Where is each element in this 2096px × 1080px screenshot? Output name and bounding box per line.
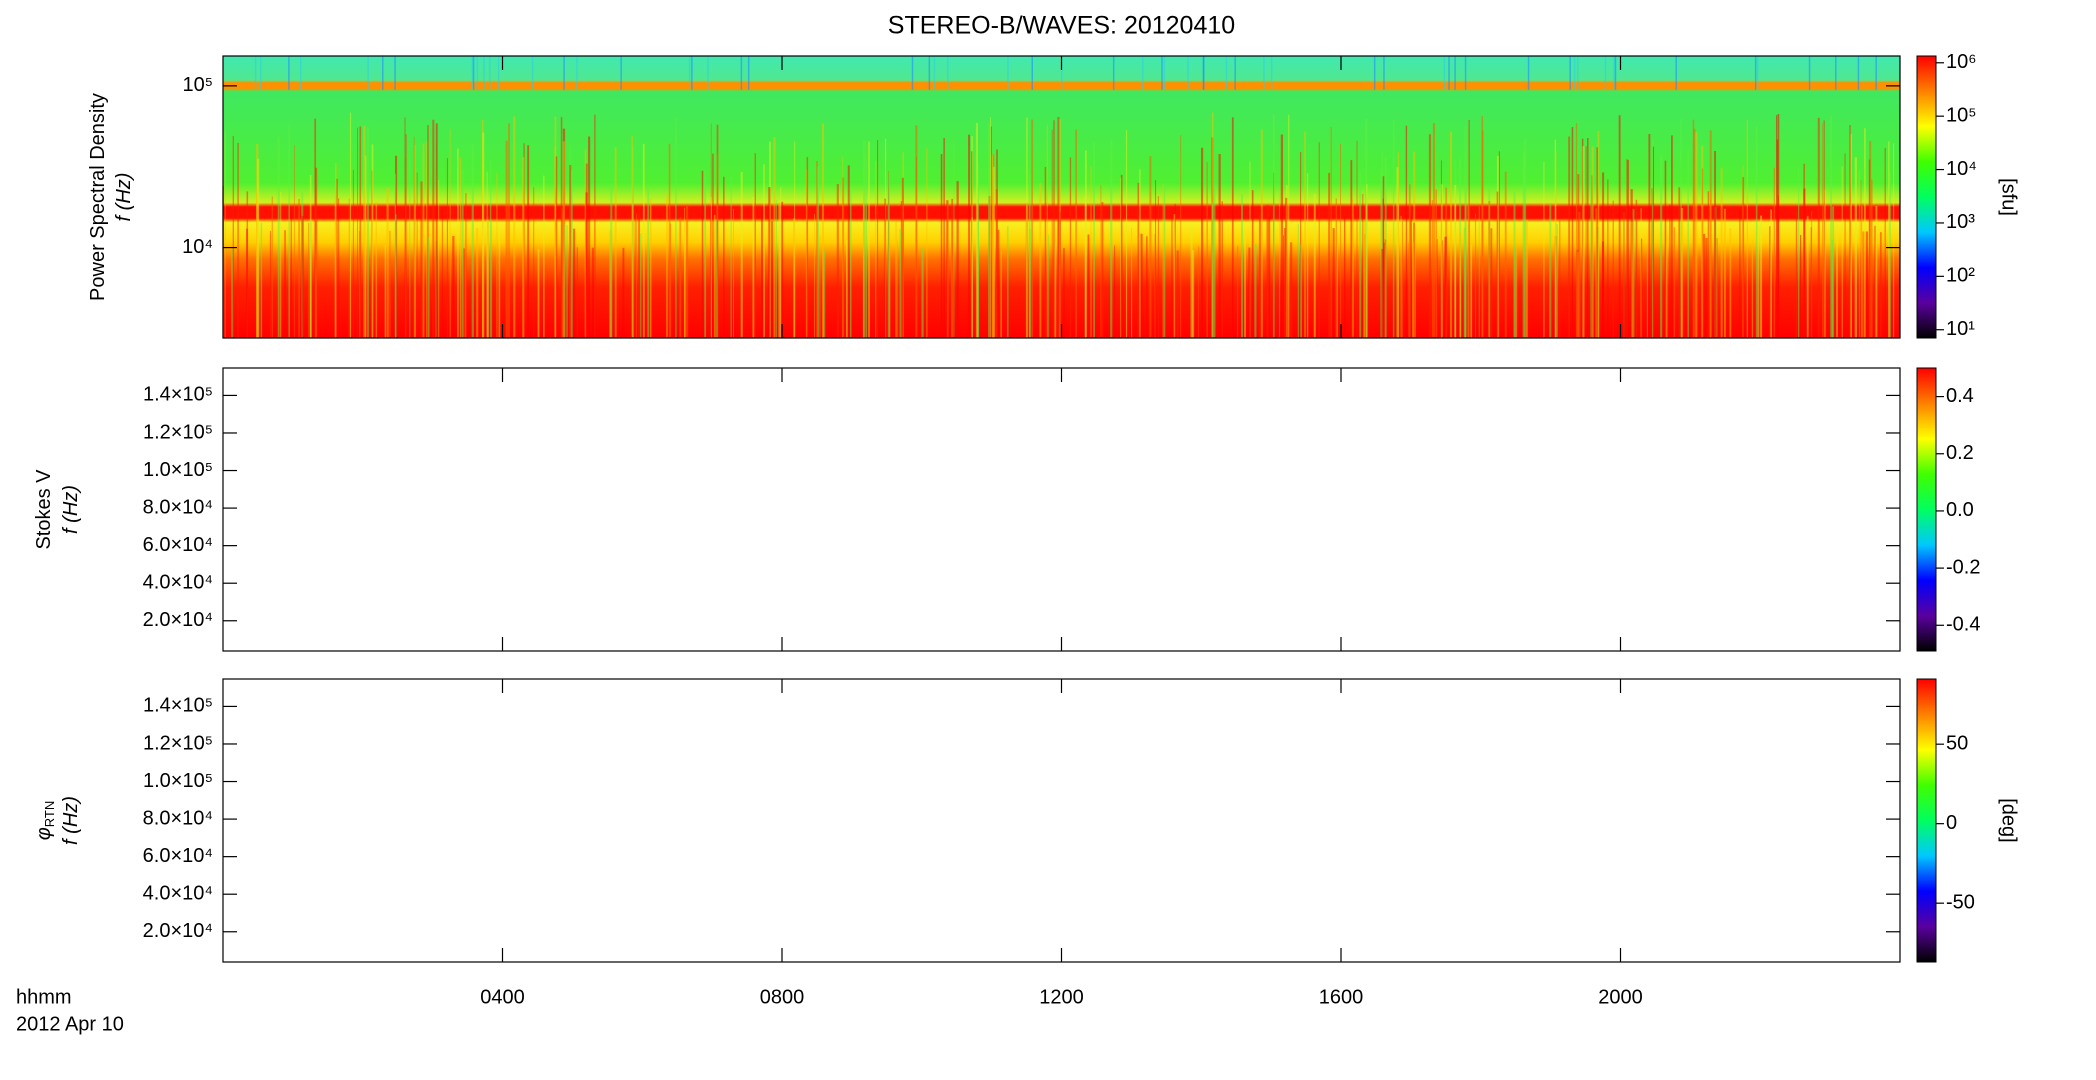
y-axis-label: f (Hz) bbox=[60, 796, 82, 845]
y-tick-label: 10⁵ bbox=[182, 74, 213, 96]
y-tick-label: 2.0×10⁴ bbox=[143, 920, 213, 942]
y-axis-label-text: Stokes V bbox=[33, 469, 55, 550]
y-tick-label: 8.0×10⁴ bbox=[143, 496, 213, 518]
y-axis-label-text: f (Hz) bbox=[60, 485, 82, 534]
colorbar-tick-label: 10² bbox=[1946, 265, 1975, 287]
y-tick-label: 10⁴ bbox=[182, 236, 213, 258]
y-axis-label-subscript: RTN bbox=[42, 801, 57, 827]
y-tick-label: 6.0×10⁴ bbox=[143, 845, 213, 867]
y-tick-label: 1.0×10⁵ bbox=[143, 459, 213, 481]
colorbar-tick-label: 10⁴ bbox=[1946, 158, 1977, 180]
x-tick-label: 0800 bbox=[760, 986, 805, 1008]
x-tick-label: 1600 bbox=[1319, 986, 1364, 1008]
colorbar-tick-label: 0.4 bbox=[1946, 385, 1974, 407]
x-tick-label: 0400 bbox=[480, 986, 525, 1008]
y-axis-label: f (Hz) bbox=[113, 173, 135, 222]
y-tick-label: 1.2×10⁵ bbox=[143, 732, 213, 754]
colorbar-label: [deg] bbox=[1998, 798, 2020, 842]
colorbar bbox=[1916, 678, 1937, 963]
panels: STEREO-B/WAVES: 20120410 10⁴ 10⁵ Power Spec… bbox=[33, 12, 2020, 963]
colorbar-tick-label: 10⁶ bbox=[1946, 51, 1976, 73]
y-axis-label: Stokes V bbox=[33, 469, 55, 550]
y-tick-label: 1.2×10⁵ bbox=[143, 421, 213, 443]
panel: 2.0×10⁴ 4.0×10⁴ 6.0×10⁴ 8.0×10⁴ 1.0×10⁵ 1.2×1… bbox=[33, 678, 2020, 963]
colorbar-tick-label: 0 bbox=[1946, 812, 1957, 834]
colorbar-label: [sfu] bbox=[1998, 178, 2020, 216]
y-tick-label: 1.4×10⁵ bbox=[143, 384, 213, 406]
colorbar-tick-label: -0.4 bbox=[1946, 614, 1980, 636]
colorbar-tick-label: -50 bbox=[1946, 891, 1975, 913]
colorbar-tick-label: 50 bbox=[1946, 732, 1968, 754]
y-tick-label: 1.0×10⁵ bbox=[143, 770, 213, 792]
colorbar-tick-label: 10³ bbox=[1946, 211, 1975, 233]
y-axis-label-text: Power Spectral Density bbox=[87, 93, 109, 301]
colorbar-tick-label: 0.0 bbox=[1946, 499, 1974, 521]
colorbar-tick-label: -0.2 bbox=[1946, 556, 1980, 578]
panel: 2.0×10⁴ 4.0×10⁴ 6.0×10⁴ 8.0×10⁴ 1.0×10⁵ 1.2×1… bbox=[33, 367, 1980, 652]
y-axis-label-text: f (Hz) bbox=[60, 796, 82, 845]
y-tick-label: 6.0×10⁴ bbox=[143, 534, 213, 556]
y-tick-label: 1.4×10⁵ bbox=[143, 695, 213, 717]
chart-title: STEREO-B/WAVES: 20120410 bbox=[888, 12, 1235, 40]
x-tick-label: 2000 bbox=[1598, 986, 1643, 1008]
y-tick-label: 2.0×10⁴ bbox=[143, 609, 213, 631]
x-axis-label: hhmm bbox=[16, 986, 72, 1008]
y-axis-label: φRTN bbox=[33, 801, 57, 841]
y-axis-label-text: f (Hz) bbox=[113, 173, 135, 222]
y-tick-label: 4.0×10⁴ bbox=[143, 571, 213, 593]
x-axis-label: 2012 Apr 10 bbox=[16, 1013, 124, 1035]
colorbar bbox=[1916, 55, 1937, 339]
colorbar bbox=[1916, 367, 1937, 652]
colorbar-tick-label: 0.2 bbox=[1946, 442, 1974, 464]
colorbar-tick-label: 10¹ bbox=[1946, 318, 1975, 340]
y-tick-label: 8.0×10⁴ bbox=[143, 807, 213, 829]
y-axis-label-text: φ bbox=[33, 827, 55, 840]
colorbar-tick-label: 10⁵ bbox=[1946, 104, 1977, 126]
y-axis-label: f (Hz) bbox=[60, 485, 82, 534]
plot-frame bbox=[222, 678, 1901, 963]
y-axis-label: Power Spectral Density bbox=[87, 93, 109, 301]
y-tick-label: 4.0×10⁴ bbox=[143, 882, 213, 904]
x-tick-label: 1200 bbox=[1039, 986, 1084, 1008]
panel: STEREO-B/WAVES: 20120410 10⁴ 10⁵ Power Spec… bbox=[87, 12, 2019, 340]
plot-frame bbox=[222, 367, 1901, 652]
